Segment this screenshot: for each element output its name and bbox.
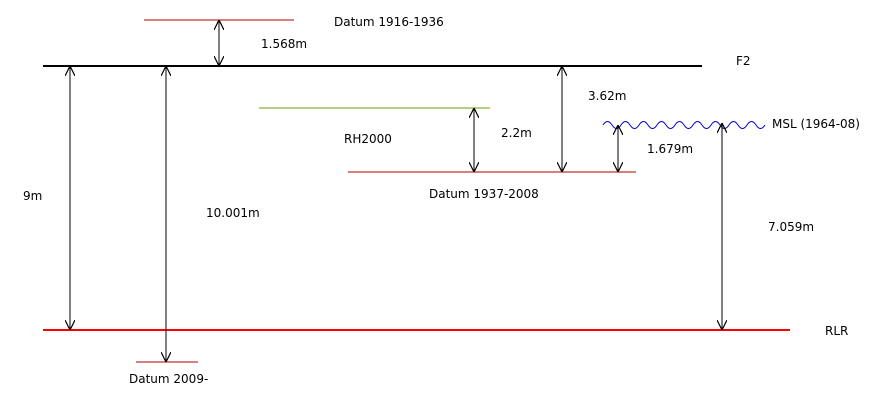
label-rlr: RLR bbox=[825, 324, 848, 338]
label-datum-2009: Datum 2009- bbox=[129, 372, 208, 386]
dim-label-362: 3.62m bbox=[588, 89, 626, 103]
label-f2: F2 bbox=[736, 54, 751, 68]
dim-label-22: 2.2m bbox=[501, 126, 532, 140]
dim-label-1568: 1.568m bbox=[261, 37, 307, 51]
label-rh2000: RH2000 bbox=[344, 132, 392, 146]
dim-label-7059: 7.059m bbox=[768, 220, 814, 234]
msl-wave-line bbox=[602, 121, 766, 129]
label-datum-1916-1936: Datum 1916-1936 bbox=[334, 15, 444, 29]
label-datum-1937-2008: Datum 1937-2008 bbox=[429, 187, 539, 201]
dim-label-1679: 1.679m bbox=[647, 142, 693, 156]
label-msl: MSL (1964-08) bbox=[772, 117, 860, 131]
dim-label-10001: 10.001m bbox=[206, 206, 260, 220]
dim-label-9: 9m bbox=[23, 189, 42, 203]
